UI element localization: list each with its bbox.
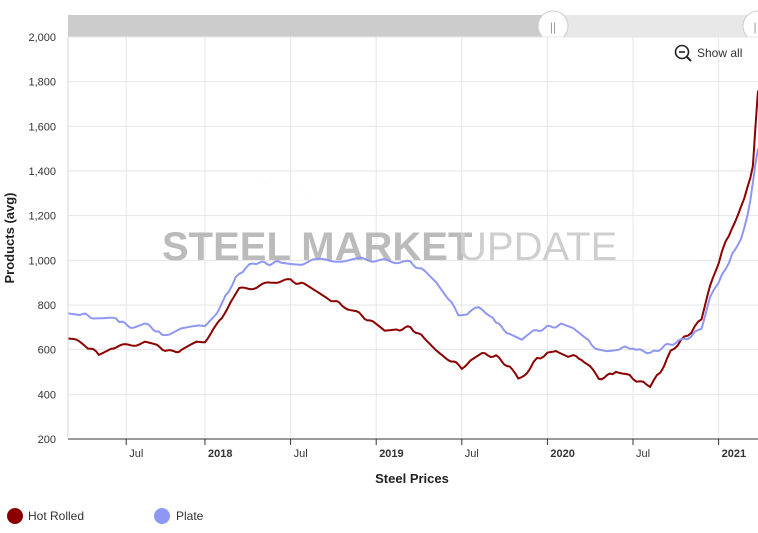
y-axis-title: Products (avg) xyxy=(2,192,17,283)
watermark: STEEL MARKET UPDATE xyxy=(162,181,617,308)
navigator-right-handle-grip: | xyxy=(753,20,756,34)
zoom-out-icon xyxy=(674,44,692,62)
watermark-text-bold: STEEL MARKET xyxy=(162,225,472,269)
y-tick-label: 600 xyxy=(38,345,56,357)
x-tick-label: 2018 xyxy=(208,448,232,460)
legend: Hot Rolled Plate xyxy=(7,508,204,524)
x-tick-label: Jul xyxy=(294,448,308,460)
show-all-label: Show all xyxy=(697,46,742,60)
y-tick-label: 1,000 xyxy=(28,255,56,267)
legend-item-hot-rolled[interactable]: Hot Rolled xyxy=(7,508,84,524)
legend-marker-hot-rolled xyxy=(7,508,23,524)
y-tick-label: 400 xyxy=(38,389,56,401)
navigator-selected-range[interactable] xyxy=(68,15,553,37)
legend-marker-plate xyxy=(154,508,170,524)
show-all-button[interactable]: Show all xyxy=(674,44,743,62)
x-tick-label: Jul xyxy=(465,448,479,460)
series-line-hot-rolled[interactable] xyxy=(67,90,758,389)
navigator-right-handle[interactable] xyxy=(742,10,758,42)
grid-lines xyxy=(68,36,758,439)
range-navigator[interactable]: || | xyxy=(68,10,758,42)
series-line-plate[interactable] xyxy=(67,148,758,355)
legend-item-plate[interactable]: Plate xyxy=(154,508,204,524)
y-tick-label: 800 xyxy=(38,300,56,312)
plot-area xyxy=(68,37,758,439)
watermark-text-light: UPDATE xyxy=(458,225,617,269)
x-tick-label: 2020 xyxy=(550,448,574,460)
x-axis-ticks: Jul 2018 Jul 2019 Jul 2020 Jul 2021 xyxy=(125,439,746,460)
x-tick-label: Jul xyxy=(129,448,143,460)
x-tick-label: Jul xyxy=(636,448,650,460)
y-axis-ticks: 200 400 600 800 1,000 1,200 1,400 1,600 1,800 2,0… xyxy=(28,32,56,446)
legend-label-plate: Plate xyxy=(176,509,204,523)
y-tick-label: 200 xyxy=(38,434,56,446)
x-tick-label: 2021 xyxy=(722,448,746,460)
y-tick-label: 1,800 xyxy=(28,77,56,89)
navigator-left-handle-grip: || xyxy=(550,20,556,34)
y-tick-label: 1,600 xyxy=(28,121,56,133)
y-tick-label: 1,200 xyxy=(28,211,56,223)
y-tick-label: 1,400 xyxy=(28,166,56,178)
y-tick-label: 2,000 xyxy=(28,32,56,44)
x-tick-label: 2019 xyxy=(379,448,403,460)
legend-label-hot-rolled: Hot Rolled xyxy=(28,509,84,523)
x-axis-title: Steel Prices xyxy=(375,471,449,486)
